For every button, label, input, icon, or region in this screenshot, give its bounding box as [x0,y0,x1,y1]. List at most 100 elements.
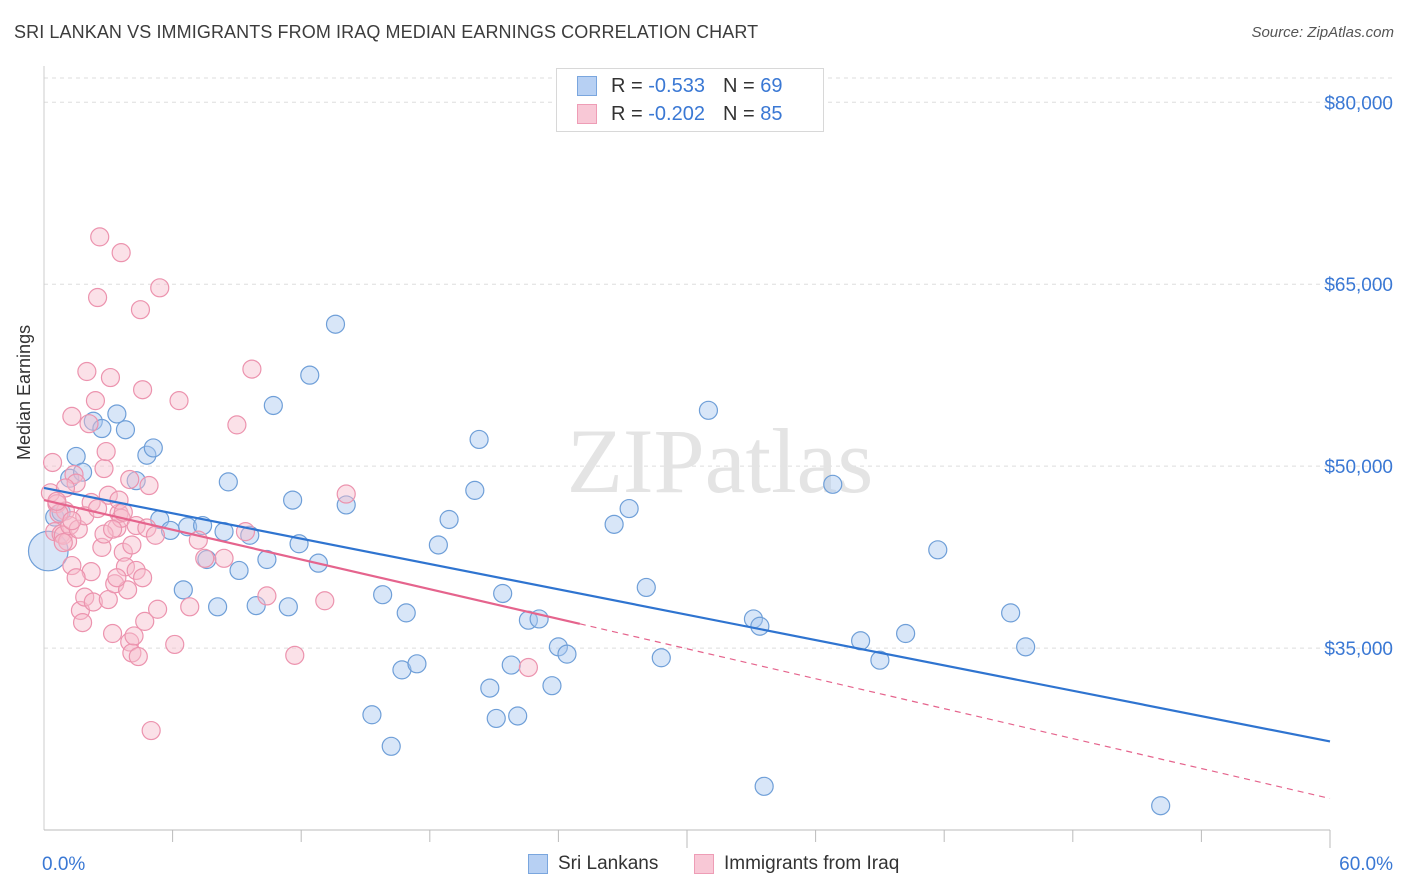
point-sri-lankan [126,471,146,491]
point-iraq [66,568,86,588]
point-sri-lankan [173,580,193,600]
point-iraq [227,415,247,435]
trend-line-sri-lankans [43,486,1331,743]
legend-n-value: 69 [760,74,783,97]
point-iraq [85,391,106,411]
point-sri-lankan [1016,637,1036,657]
point-iraq [315,591,335,611]
point-iraq [53,532,73,553]
point-sri-lankan [137,445,157,465]
point-sri-lankan [508,706,528,726]
chart-title: SRI LANKAN VS IMMIGRANTS FROM IRAQ MEDIA… [14,22,759,42]
point-sri-lankan [698,400,719,420]
point-sri-lankan [407,654,427,674]
point-iraq [111,243,131,263]
point-sri-lankan [750,616,770,636]
point-iraq [102,623,123,644]
point-iraq [62,406,82,426]
point-iraq [107,568,127,588]
point-sri-lankan [557,644,577,664]
point-sri-lankan [619,498,639,519]
point-sri-lankan [896,623,916,644]
axes [43,66,1331,848]
point-sri-lankan [604,514,624,534]
point-iraq [169,391,189,411]
point-sri-lankan [480,678,500,698]
point-sri-lankan [246,596,266,616]
point-iraq [100,367,121,388]
point-sri-lankan [208,597,228,617]
point-iraq [132,380,153,400]
legend-r-label: R = [611,74,649,97]
y-tick-label: $80,000 [1324,93,1393,114]
point-iraq [122,643,142,663]
legend-swatch-blue [577,76,597,96]
point-iraq [62,511,82,531]
point-iraq [72,612,93,633]
point-iraq [102,519,123,539]
legend-r-label: R = [611,102,649,125]
x-tick-label-min: 0.0% [42,854,85,875]
point-iraq [141,720,161,741]
point-sri-lankan [636,577,656,598]
point-iraq [124,626,144,646]
point-sri-lankan [1151,796,1171,816]
point-sri-lankan [469,429,489,450]
point-iraq [87,287,108,308]
point-sri-lankan [439,509,459,530]
point-sri-lankan [143,438,163,458]
y-tick-label: $35,000 [1324,639,1393,660]
point-sri-lankan [92,418,112,439]
point-iraq [150,278,170,298]
point-iraq [135,611,155,631]
point-iraq [518,657,538,678]
legend-row-iraq: R = -0.202 N = 85 [577,102,782,126]
legend-n-label: N = [722,102,761,125]
point-iraq [195,548,215,568]
point-sri-lankan [542,676,562,696]
point-sri-lankan [107,404,127,424]
point-iraq [66,473,86,493]
bottom-legend-iraq: Immigrants from Iraq [694,852,899,876]
point-sri-lankan [373,585,393,605]
point-iraq [120,469,140,490]
point-sri-lankan [362,705,382,725]
y-tick-label: $65,000 [1324,275,1393,296]
point-iraq [79,414,99,434]
point-sri-lankan [493,583,513,604]
x-tick-labels: 0.0% 60.0% [42,854,1393,875]
point-sri-lankan [754,776,774,796]
point-sri-lankan [928,540,948,560]
point-sri-lankan [501,655,521,675]
point-iraq [94,458,114,479]
point-sri-lankan [278,597,298,617]
point-iraq [214,548,234,568]
point-iraq [130,300,151,320]
point-iraq [77,361,97,382]
point-sri-lankan [428,535,448,555]
legend-row-sri-lankans: R = -0.533 N = 69 [577,74,782,98]
point-iraq [90,227,110,247]
point-sri-lankan [486,708,506,729]
point-sri-lankan [115,420,136,440]
point-sri-lankan [823,474,843,494]
point-sri-lankan [651,648,671,668]
point-sri-lankan [229,560,249,581]
point-sri-lankan [465,480,485,500]
bottom-legend-sri-lankans: Sri Lankans [528,852,658,876]
point-sri-lankan [263,395,283,416]
point-iraq [132,568,153,588]
point-iraq [180,597,200,617]
point-sri-lankan [336,495,356,515]
legend-r-value: -0.533 [648,74,705,97]
y-axis-label: Median Earnings [14,324,34,460]
point-sri-lankan [381,736,401,756]
point-iraq [126,560,146,581]
bottom-legend-swatch-blue [528,854,548,874]
point-iraq [139,475,159,496]
point-sri-lankan [283,490,303,510]
trend-line-iraq-extension [579,623,1331,800]
point-sri-lankan [218,472,238,492]
point-sri-lankan [396,603,416,623]
